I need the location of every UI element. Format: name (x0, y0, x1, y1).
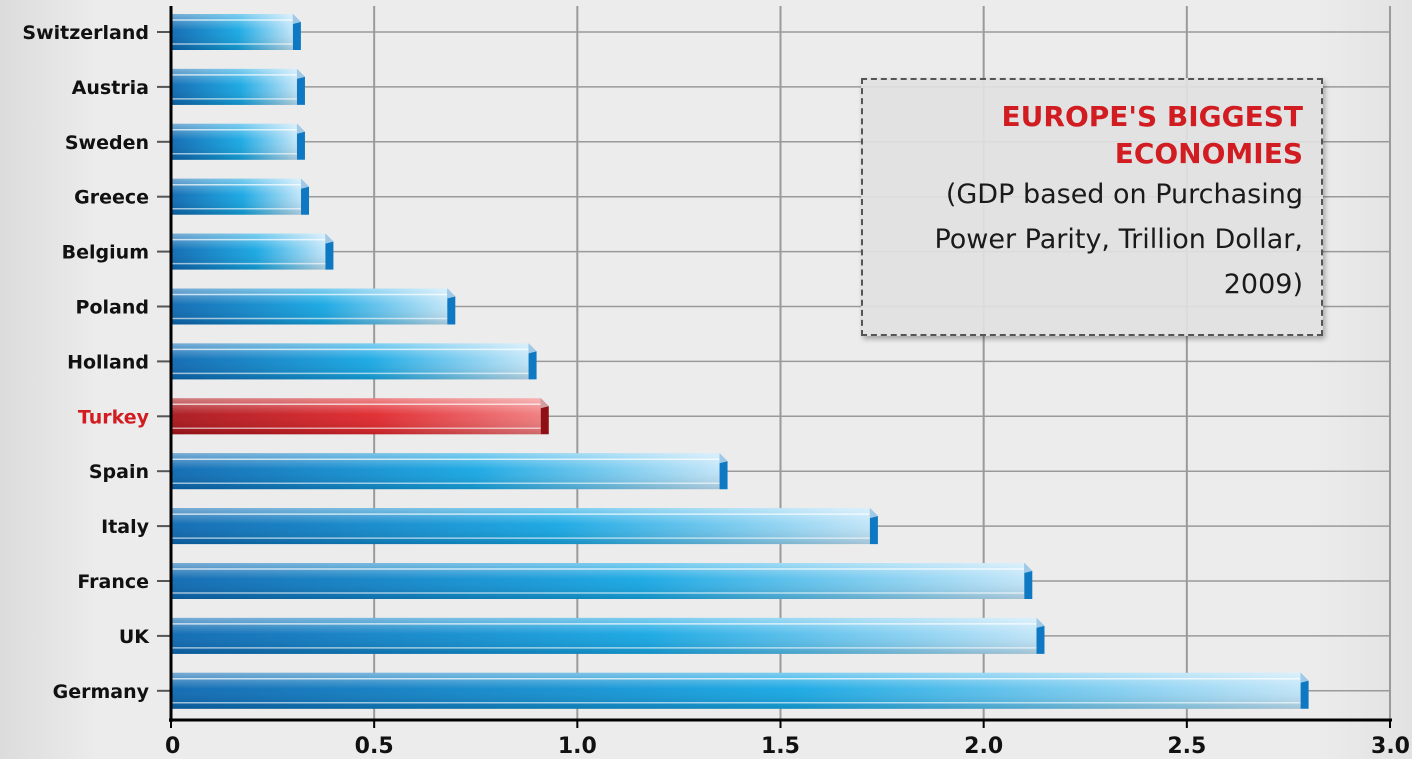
x-tick-label: 2.0 (964, 734, 1003, 759)
category-label: Sweden (65, 132, 149, 154)
bar-end-cap-light (325, 233, 334, 244)
bar-end-cap-light (296, 123, 305, 134)
bar-end-cap-light (292, 14, 301, 24)
bar-end-cap-light (719, 453, 728, 464)
bar-italy (171, 508, 878, 545)
category-label: Austria (72, 77, 149, 99)
category-label: France (77, 571, 149, 593)
chart-title-box: EUROPE'S BIGGEST ECONOMIES (GDP based on… (861, 78, 1323, 336)
category-label: Belgium (62, 242, 149, 264)
bar-end-cap-light (540, 398, 549, 409)
category-label: Italy (101, 516, 149, 538)
x-tick-label: 3.0 (1371, 734, 1410, 759)
bar-greece (171, 178, 310, 215)
x-tick-label: 2.5 (1167, 734, 1206, 759)
category-label: Poland (76, 297, 149, 319)
bar-end-cap-light (301, 178, 310, 189)
bar-sweden (171, 123, 305, 160)
bar-spain (171, 453, 728, 490)
bar-end-cap-light (447, 288, 456, 299)
x-tick-label: 1.5 (761, 734, 800, 759)
bar-uk (171, 617, 1045, 654)
bar-poland (171, 288, 456, 325)
bar-belgium (171, 233, 334, 270)
bar-switzerland (171, 14, 301, 50)
x-tick-label: 0.5 (355, 734, 394, 759)
bar-end-cap-light (1036, 617, 1045, 628)
category-label: Holland (67, 351, 149, 373)
category-label: UK (119, 626, 150, 648)
bar-turkey (171, 398, 549, 435)
x-tick-label: 0 (165, 734, 180, 759)
bar-france (171, 563, 1033, 599)
bar-germany (171, 672, 1309, 709)
bar-end-cap-light (528, 343, 537, 354)
category-label: Spain (89, 461, 149, 483)
chart-subtitle: (GDP based on Purchasing Power Parity, T… (934, 179, 1303, 300)
category-label: Switzerland (22, 22, 149, 44)
bar-end-cap-light (296, 68, 305, 79)
chart-title: EUROPE'S BIGGEST ECONOMIES (1001, 100, 1303, 170)
category-label: Germany (53, 681, 150, 703)
category-label: Turkey (78, 406, 150, 428)
category-label: Greece (74, 187, 149, 209)
bar-holland (171, 343, 537, 380)
bar-austria (171, 68, 305, 105)
bar-end-cap-light (869, 508, 878, 519)
x-tick-label: 1.0 (558, 734, 597, 759)
bar-end-cap-light (1300, 672, 1309, 683)
bar-end-cap-light (1024, 563, 1033, 573)
